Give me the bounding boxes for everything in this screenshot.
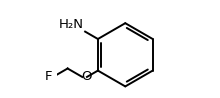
Text: F: F xyxy=(44,70,52,83)
Text: O: O xyxy=(82,70,92,83)
Text: H₂N: H₂N xyxy=(59,18,84,31)
